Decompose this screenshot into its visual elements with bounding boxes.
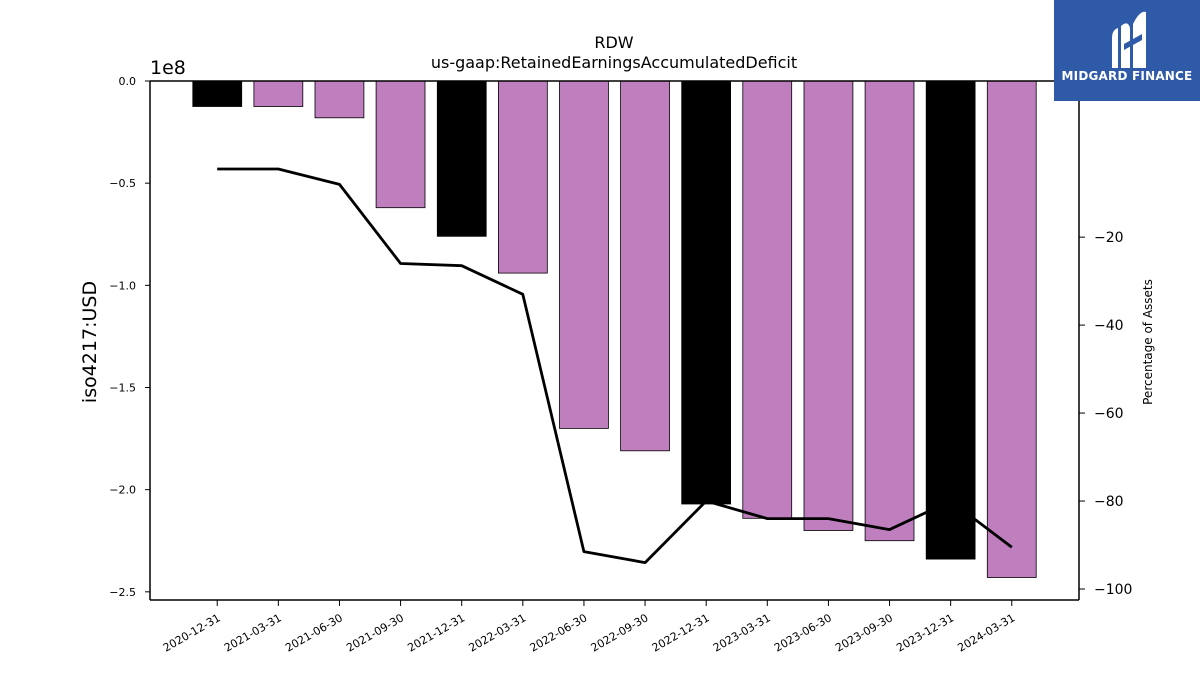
bar <box>742 80 793 519</box>
x-tick-label: 2021-09-30 <box>344 611 406 654</box>
chart-title: RDW <box>594 33 633 52</box>
bar <box>803 80 854 531</box>
x-tick-label: 2021-03-31 <box>222 611 284 654</box>
y-tick-label: 0.0 <box>119 75 137 88</box>
percentage-line <box>217 167 1013 564</box>
y-tick-label: −0.5 <box>109 177 136 190</box>
y2-tick-label: −60 <box>1094 406 1124 422</box>
x-tick-label: 2023-06-30 <box>772 611 834 654</box>
x-tick-label: 2022-03-31 <box>466 611 528 654</box>
logo-mark-icon <box>1112 11 1146 68</box>
offset-text: 1e8 <box>150 57 186 79</box>
y-tick-label: −2.0 <box>109 484 136 497</box>
y2-axis-label: Percentage of Assets <box>1141 279 1155 405</box>
bar <box>497 80 548 274</box>
y2-tick-label: −40 <box>1094 318 1124 334</box>
bar <box>925 80 976 560</box>
bar <box>620 80 670 452</box>
bar <box>436 80 487 237</box>
bars-group <box>192 80 1037 578</box>
x-tick-label: 2023-12-31 <box>894 611 956 654</box>
y-tick-label: −2.5 <box>109 586 136 599</box>
bar <box>253 80 304 107</box>
y2-tick-label: −100 <box>1094 582 1132 598</box>
x-tick-label: 2021-12-31 <box>405 611 467 654</box>
y2-tick-label: −80 <box>1094 494 1124 510</box>
x-tick-label: 2023-09-30 <box>833 611 895 654</box>
x-tick-label: 2022-09-30 <box>589 611 651 654</box>
chart-subtitle: us-gaap:RetainedEarningsAccumulatedDefic… <box>431 53 797 72</box>
bar <box>314 80 365 119</box>
y-axis-label: iso4217:USD <box>79 281 101 403</box>
bar <box>192 80 243 107</box>
line-group <box>217 167 1013 564</box>
x-tick-label: 2021-06-30 <box>283 611 345 654</box>
midgard-finance-logo: MIDGARD FINANCE <box>1054 0 1200 101</box>
x-tick-label: 2020-12-31 <box>161 611 223 654</box>
x-tick-label: 2023-03-31 <box>711 611 773 654</box>
bar <box>681 80 732 505</box>
bar <box>864 80 915 542</box>
bar <box>375 80 426 209</box>
y2-tick-label: −20 <box>1094 230 1124 246</box>
y-tick-label: −1.5 <box>109 381 136 394</box>
logo-text: MIDGARD FINANCE <box>1061 69 1193 83</box>
y-tick-label: −1.0 <box>109 279 136 292</box>
x-tick-label: 2022-12-31 <box>650 611 712 654</box>
x-tick-label: 2022-06-30 <box>528 611 590 654</box>
bar <box>986 80 1037 578</box>
bar <box>559 80 609 429</box>
x-tick-label: 2024-03-31 <box>955 611 1017 654</box>
